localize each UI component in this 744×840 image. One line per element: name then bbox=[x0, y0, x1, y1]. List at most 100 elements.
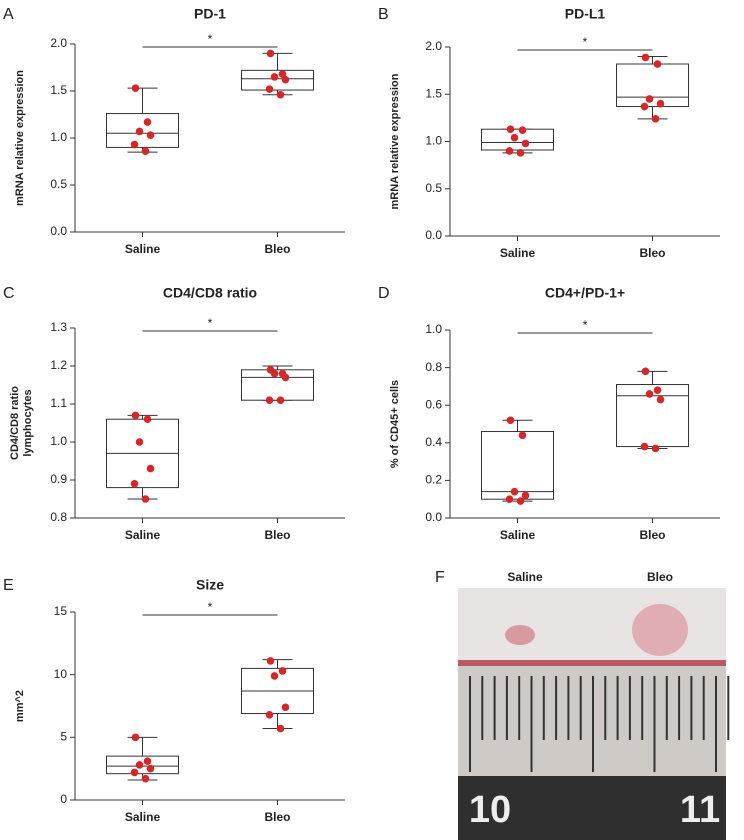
data-point bbox=[641, 367, 650, 376]
y-tick-label: 0 bbox=[60, 792, 67, 806]
data-point bbox=[143, 118, 152, 126]
data-point bbox=[510, 133, 519, 142]
data-point bbox=[143, 415, 152, 424]
data-point bbox=[135, 127, 144, 136]
data-point bbox=[516, 497, 525, 505]
y-tick-label: 2.0 bbox=[425, 39, 442, 53]
panel-label: C bbox=[3, 285, 15, 302]
y-tick-label: 0.5 bbox=[425, 181, 442, 195]
y-tick-label: 0.6 bbox=[425, 397, 442, 411]
photo-label: Saline bbox=[507, 570, 543, 584]
x-tick-label: Bleo bbox=[639, 528, 665, 542]
y-tick-label: 0.8 bbox=[425, 360, 442, 374]
data-point bbox=[131, 411, 140, 420]
data-point bbox=[521, 139, 530, 148]
y-tick-label: 1.3 bbox=[50, 320, 67, 334]
data-point bbox=[651, 115, 660, 123]
y-tick-label: 1.2 bbox=[50, 358, 67, 372]
data-point bbox=[653, 60, 662, 68]
x-tick-label: Saline bbox=[125, 528, 161, 542]
y-axis-label: mm^2 bbox=[14, 690, 26, 722]
data-point bbox=[131, 733, 140, 742]
y-axis-label: mRNA relative expression bbox=[14, 70, 26, 206]
y-tick-label: 0.0 bbox=[425, 510, 442, 524]
y-tick-label: 0.2 bbox=[425, 473, 442, 487]
data-point bbox=[266, 657, 275, 665]
data-point bbox=[505, 147, 514, 155]
y-tick-label: 0.4 bbox=[425, 435, 442, 449]
y-tick-label: 1.0 bbox=[50, 130, 67, 144]
panel-label: F bbox=[435, 569, 445, 586]
data-point bbox=[641, 53, 650, 62]
data-point bbox=[135, 438, 144, 446]
photo-label: Bleo bbox=[647, 570, 673, 584]
data-point bbox=[505, 495, 514, 504]
x-tick-label: Saline bbox=[125, 242, 161, 256]
panel-label: D bbox=[378, 285, 390, 302]
y-tick-label: 1.0 bbox=[425, 134, 442, 148]
saline-sample bbox=[505, 625, 535, 645]
data-point bbox=[266, 49, 275, 58]
data-point bbox=[130, 480, 139, 488]
data-point bbox=[265, 710, 274, 719]
y-tick-label: 1.0 bbox=[425, 322, 442, 336]
y-axis-label: mRNA relative expression bbox=[389, 73, 401, 209]
data-point bbox=[146, 764, 155, 773]
data-point bbox=[518, 126, 527, 134]
data-point bbox=[130, 768, 139, 777]
significance-label: * bbox=[208, 600, 213, 614]
significance-label: * bbox=[583, 35, 588, 49]
data-point bbox=[640, 442, 649, 451]
data-point bbox=[506, 416, 515, 425]
data-point bbox=[653, 386, 662, 394]
data-point bbox=[645, 95, 654, 103]
y-tick-label: 0.0 bbox=[425, 228, 442, 242]
data-point bbox=[276, 724, 285, 733]
y-tick-label: 5 bbox=[60, 730, 67, 744]
data-point bbox=[265, 396, 274, 405]
x-tick-label: Saline bbox=[125, 810, 161, 824]
x-tick-label: Bleo bbox=[264, 810, 290, 824]
panel-label: E bbox=[3, 577, 14, 594]
y-tick-label: 0.9 bbox=[50, 472, 67, 486]
data-point bbox=[640, 102, 649, 111]
data-point bbox=[130, 140, 139, 149]
data-point bbox=[146, 464, 155, 473]
data-point bbox=[276, 90, 285, 99]
data-point bbox=[143, 757, 152, 765]
data-point bbox=[656, 99, 665, 108]
y-axis-label: CD4/CD8 ratio bbox=[9, 386, 21, 460]
box bbox=[241, 69, 314, 91]
ruler-number: 11 bbox=[680, 789, 720, 831]
data-point bbox=[281, 703, 290, 712]
panel-label: A bbox=[3, 6, 14, 23]
data-point bbox=[276, 396, 285, 405]
data-point bbox=[516, 149, 525, 157]
y-tick-label: 15 bbox=[54, 604, 68, 618]
y-tick-label: 0.8 bbox=[50, 510, 67, 524]
data-point bbox=[278, 70, 287, 78]
panel-label: B bbox=[378, 6, 389, 23]
y-tick-label: 1.0 bbox=[50, 434, 67, 448]
y-tick-label: 10 bbox=[54, 667, 68, 681]
significance-label: * bbox=[208, 316, 213, 330]
x-tick-label: Saline bbox=[500, 528, 536, 542]
data-point bbox=[645, 390, 654, 398]
data-point bbox=[518, 431, 527, 440]
data-point bbox=[278, 667, 287, 675]
data-point bbox=[141, 495, 150, 503]
data-point bbox=[135, 761, 144, 769]
x-tick-label: Bleo bbox=[639, 246, 665, 260]
data-point bbox=[270, 672, 279, 680]
significance-label: * bbox=[583, 318, 588, 332]
photo: Saline Bleo 10 11 F bbox=[435, 569, 730, 840]
y-tick-label: 1.1 bbox=[50, 396, 67, 410]
data-point bbox=[131, 84, 140, 92]
x-tick-label: Bleo bbox=[264, 242, 290, 256]
data-point bbox=[265, 85, 274, 93]
y-axis-label: % of CD45+ cells bbox=[389, 380, 401, 468]
data-point bbox=[656, 395, 665, 404]
data-point bbox=[141, 147, 150, 155]
